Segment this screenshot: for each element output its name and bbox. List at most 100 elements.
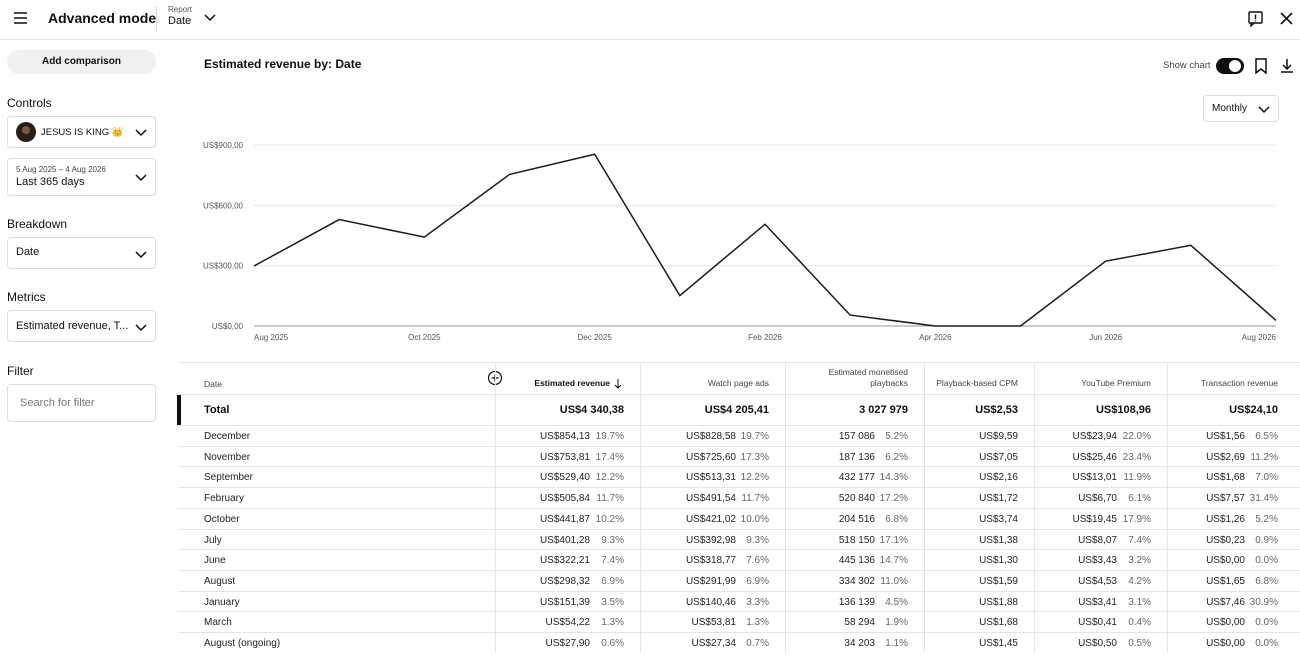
row-value: US$7,57 xyxy=(1206,493,1245,505)
sort-icon[interactable] xyxy=(614,379,622,389)
row-date: September xyxy=(204,472,253,484)
row-value: 58 294 xyxy=(844,617,875,629)
row-share: 6.9% xyxy=(601,575,624,587)
column-header[interactable]: Watch page ads xyxy=(707,378,769,388)
row-date: August xyxy=(204,575,236,587)
dropdown-icon xyxy=(1258,106,1270,114)
row-value: US$725,60 xyxy=(685,451,736,463)
row-divider xyxy=(178,632,1300,633)
row-value: US$23,94 xyxy=(1072,431,1117,442)
x-tick-label: Aug 2025 xyxy=(254,333,289,342)
row-value: US$322,21 xyxy=(539,555,590,567)
row-value: US$1,65 xyxy=(1206,575,1245,587)
total-value: US$108,96 xyxy=(1095,404,1151,416)
x-tick-label: Dec 2025 xyxy=(578,333,613,342)
row-share: 11.9% xyxy=(1123,472,1151,484)
report-dropdown[interactable] xyxy=(204,13,216,23)
add-comparison-button[interactable]: Add comparison xyxy=(7,50,156,74)
filter-input[interactable]: Search for filter xyxy=(7,384,156,422)
row-value: US$401,28 xyxy=(539,534,590,546)
row-share: 6.8% xyxy=(885,513,908,525)
row-date: February xyxy=(204,493,245,505)
row-date: March xyxy=(204,617,232,629)
interval-select[interactable]: Monthly xyxy=(1203,95,1279,122)
date-range: 5 Aug 2025 – 4 Aug 2026 xyxy=(16,165,106,174)
metrics-select[interactable]: Estimated revenue, T... xyxy=(7,310,156,342)
row-value: US$0,50 xyxy=(1078,638,1117,649)
row-share: 12.2% xyxy=(595,472,624,484)
revenue-line xyxy=(253,153,1277,327)
row-share: 6.8% xyxy=(1255,575,1278,587)
date-select[interactable]: 5 Aug 2025 – 4 Aug 2026 Last 365 days xyxy=(7,158,156,196)
row-date: July xyxy=(204,534,222,546)
menu-button[interactable] xyxy=(14,11,28,25)
row-value: US$0,41 xyxy=(1078,617,1117,629)
row-date: January xyxy=(204,596,240,608)
breakdown-select[interactable]: Date xyxy=(7,237,156,269)
channel-name: JESUS IS KING 👑 xyxy=(41,127,124,138)
row-divider xyxy=(178,590,1300,592)
row-value: US$318,77 xyxy=(685,555,736,567)
row-value: US$291,99 xyxy=(685,575,736,587)
show-chart-toggle[interactable] xyxy=(1215,57,1245,75)
x-tick-label: Feb 2026 xyxy=(748,333,782,342)
row-value: US$0,00 xyxy=(1206,617,1245,629)
download-button[interactable] xyxy=(1280,58,1294,74)
row-share: 10.0% xyxy=(740,513,769,525)
total-value: US$24,10 xyxy=(1229,404,1278,416)
row-share: 7.4% xyxy=(601,555,624,567)
column-divider xyxy=(785,362,786,653)
row-value: US$513,31 xyxy=(685,472,736,484)
x-tick-label: Aug 2026 xyxy=(1242,333,1277,342)
add-column-button[interactable] xyxy=(487,370,503,386)
column-header[interactable]: Playback-based CPM xyxy=(936,378,1018,388)
channel-select[interactable]: JESUS IS KING 👑 xyxy=(7,116,156,148)
row-value: US$854,13 xyxy=(539,431,590,442)
row-value: US$505,84 xyxy=(539,493,590,505)
row-share: 5.2% xyxy=(1255,513,1278,525)
row-value: US$8,07 xyxy=(1078,534,1117,546)
row-share: 17.1% xyxy=(879,534,908,546)
row-share: 0.4% xyxy=(1128,617,1151,629)
column-divider xyxy=(924,362,925,653)
row-share: 30.9% xyxy=(1249,596,1278,608)
row-share: 3.3% xyxy=(746,596,769,608)
breakdown-label: Breakdown xyxy=(7,217,68,231)
y-tick-label: US$300,00 xyxy=(203,262,244,271)
row-divider xyxy=(178,569,1300,571)
column-header[interactable]: Transaction revenue xyxy=(1200,378,1278,388)
row-date: October xyxy=(204,513,240,525)
feedback-button[interactable] xyxy=(1248,11,1264,27)
row-value: US$9,59 xyxy=(979,431,1018,442)
row-share: 23.4% xyxy=(1122,451,1151,463)
row-share: 19.7% xyxy=(595,431,624,442)
row-share: 11.0% xyxy=(880,575,908,587)
row-value: 432 177 xyxy=(838,472,875,484)
date-preset: Last 365 days xyxy=(16,176,85,188)
row-value: US$6,70 xyxy=(1078,493,1117,505)
row-value: US$151,39 xyxy=(539,596,590,608)
column-divider xyxy=(640,362,641,653)
row-share: 6.9% xyxy=(746,575,769,587)
show-chart-label: Show chart xyxy=(1163,60,1211,71)
report-value[interactable]: Date xyxy=(168,15,192,27)
x-tick-label: Jun 2026 xyxy=(1089,333,1122,342)
bookmark-button[interactable] xyxy=(1254,58,1268,74)
row-value: US$1,68 xyxy=(979,617,1018,629)
row-share: 1.9% xyxy=(885,617,908,629)
row-value: US$13,01 xyxy=(1072,472,1117,484)
close-button[interactable] xyxy=(1280,12,1293,25)
report-title: Estimated revenue by: Date xyxy=(204,57,362,71)
column-header[interactable]: YouTube Premium xyxy=(1081,378,1151,388)
row-divider xyxy=(178,611,1300,613)
column-header[interactable]: Estimated revenue xyxy=(534,378,610,388)
row-share: 1.1% xyxy=(885,638,908,649)
row-share: 9.3% xyxy=(601,534,624,546)
column-header[interactable]: Estimated monetised playbacks xyxy=(828,367,908,388)
header-border xyxy=(178,362,1300,363)
row-share: 0.7% xyxy=(746,638,769,649)
row-value: US$298,32 xyxy=(539,575,590,587)
y-tick-label: US$600,00 xyxy=(203,201,244,210)
row-value: US$4,53 xyxy=(1078,575,1117,587)
total-value: US$2,53 xyxy=(975,404,1018,416)
